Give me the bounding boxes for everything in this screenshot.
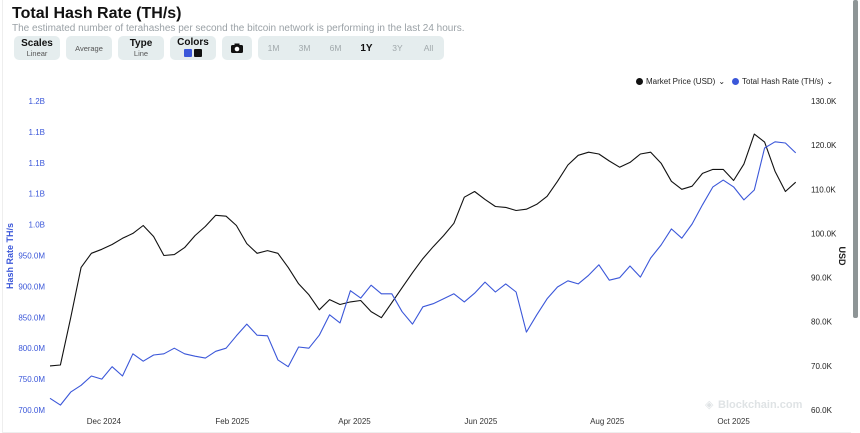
- average-button[interactable]: Average: [66, 36, 112, 60]
- y-right-tick-label: 70.0K: [811, 362, 833, 371]
- y-right-axis-title: USD: [837, 246, 847, 266]
- y-right-tick-label: 130.0K: [811, 97, 837, 106]
- chevron-down-icon: ⌄: [826, 77, 834, 86]
- x-tick-label: Jun 2025: [464, 417, 497, 426]
- y-left-tick-label: 950.0M: [18, 252, 45, 261]
- type-value: Line: [133, 48, 149, 58]
- colors-label: Colors: [177, 36, 209, 48]
- x-tick-label: Dec 2024: [87, 417, 122, 426]
- y-right-tick-label: 80.0K: [811, 318, 833, 327]
- legend-market-price[interactable]: Market Price (USD) ⌄: [636, 77, 725, 86]
- y-left-tick-label: 700.0M: [18, 406, 45, 415]
- screenshot-button[interactable]: [222, 36, 252, 60]
- average-label: Average: [75, 43, 103, 53]
- chevron-down-icon: ⌄: [718, 77, 726, 86]
- page-title: Total Hash Rate (TH/s): [12, 5, 182, 22]
- y-left-tick-label: 1.1B: [29, 190, 45, 199]
- range-1y[interactable]: 1Y: [360, 42, 373, 54]
- x-tick-label: Aug 2025: [590, 417, 625, 426]
- range-all[interactable]: All: [423, 43, 434, 53]
- market-price-legend-dot: [636, 78, 643, 85]
- scales-button[interactable]: Scales Linear: [14, 36, 60, 60]
- y-right-tick-label: 100.0K: [811, 229, 837, 238]
- scales-value: Linear: [26, 48, 48, 58]
- legend-label: Market Price (USD): [646, 77, 716, 86]
- type-button[interactable]: Type Line: [118, 36, 164, 60]
- market-price-line[interactable]: [49, 133, 797, 367]
- camera-icon: [231, 43, 243, 53]
- y-right-tick-label: 110.0K: [811, 185, 836, 194]
- y-left-tick-label: 1.2B: [29, 97, 45, 106]
- range-6m[interactable]: 6M: [329, 43, 342, 53]
- x-tick-label: Oct 2025: [717, 417, 750, 426]
- y-left-tick-label: 800.0M: [18, 344, 45, 353]
- colors-button[interactable]: Colors: [170, 36, 216, 60]
- y-left-tick-label: 1.1B: [29, 128, 45, 137]
- hash-rate-line[interactable]: [49, 141, 797, 406]
- y-left-tick-label: 1.1B: [29, 159, 45, 168]
- x-tick-label: Apr 2025: [338, 417, 371, 426]
- chart-toolbar: Scales Linear Average Type Line Colors 1…: [14, 36, 444, 60]
- range-1m[interactable]: 1M: [267, 43, 280, 53]
- legend-hash-rate[interactable]: Total Hash Rate (TH/s) ⌄: [732, 77, 833, 86]
- range-3m[interactable]: 3M: [298, 43, 311, 53]
- range-selector: 1M 3M 6M 1Y 3Y All: [258, 36, 444, 60]
- y-left-tick-label: 900.0M: [18, 282, 45, 291]
- hash-rate-legend-dot: [732, 78, 739, 85]
- y-left-tick-label: 1.0B: [29, 221, 45, 230]
- type-label: Type: [129, 37, 153, 49]
- watermark-text: Blockchain.com: [718, 399, 803, 411]
- x-tick-label: Feb 2025: [215, 417, 249, 426]
- y-left-axis-title: Hash Rate TH/s: [5, 223, 15, 289]
- scales-label: Scales: [21, 37, 53, 49]
- blockchain-watermark: ◈ Blockchain.com: [705, 399, 803, 411]
- y-left-tick-label: 750.0M: [18, 375, 45, 384]
- y-right-tick-label: 90.0K: [811, 274, 833, 283]
- scrollbar[interactable]: [853, 0, 858, 318]
- y-right-tick-label: 60.0K: [811, 406, 833, 415]
- blockchain-logo-icon: ◈: [705, 399, 714, 411]
- page-subtitle: The estimated number of terahashes per s…: [12, 23, 465, 34]
- hash-rate-color-swatch[interactable]: [184, 48, 192, 57]
- y-left-tick-label: 850.0M: [18, 313, 45, 322]
- y-right-tick-label: 120.0K: [811, 141, 837, 150]
- range-3y[interactable]: 3Y: [392, 43, 403, 53]
- legend-label: Total Hash Rate (TH/s): [742, 77, 824, 86]
- market-price-color-swatch[interactable]: [194, 48, 202, 57]
